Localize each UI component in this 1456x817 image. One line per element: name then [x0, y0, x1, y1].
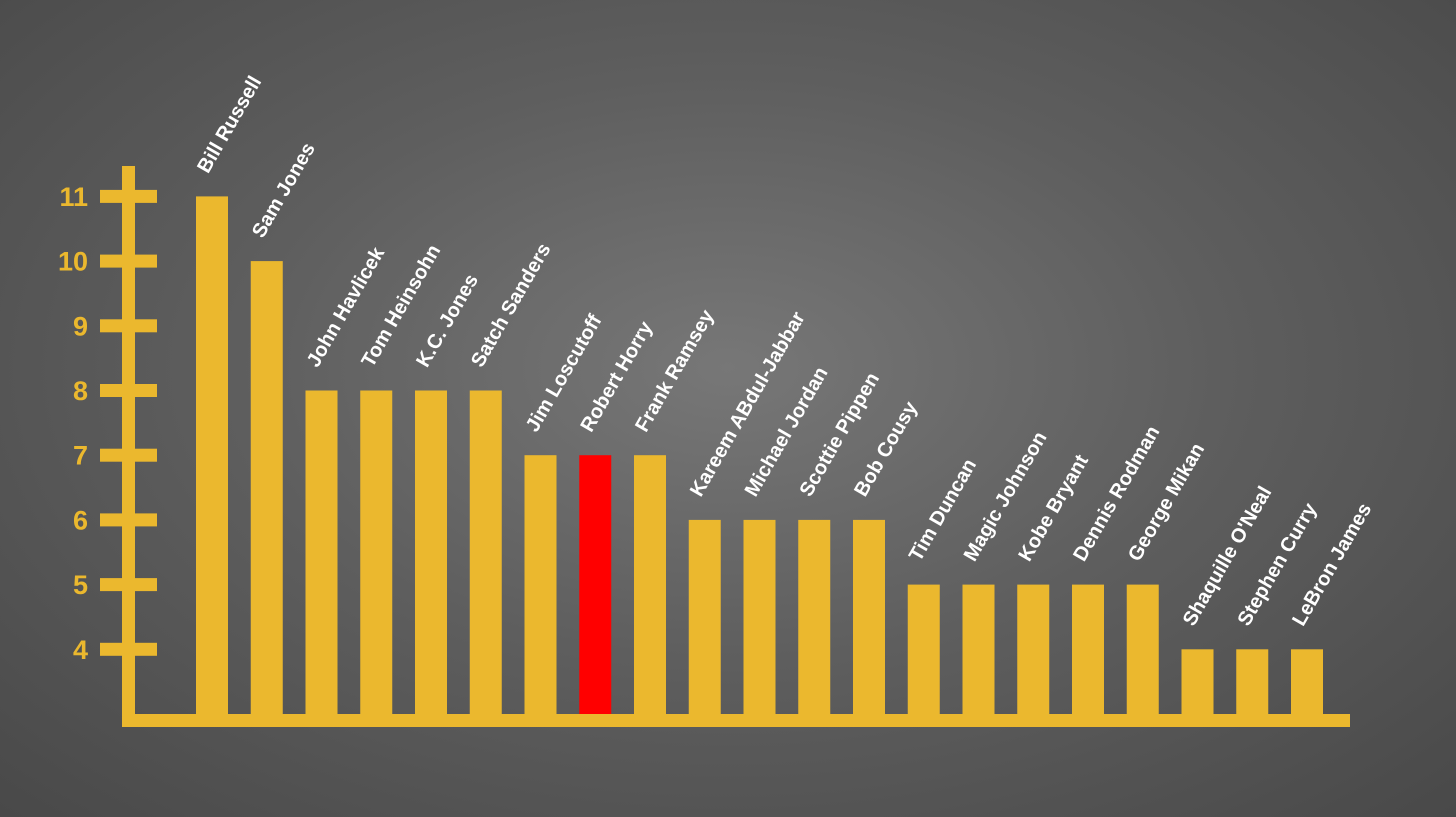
y-tick-mark	[100, 319, 157, 333]
x-axis-line	[122, 714, 1350, 727]
bar	[1236, 649, 1269, 714]
y-tick-mark	[100, 254, 157, 268]
y-tick-label: 5	[73, 570, 88, 600]
bar	[579, 455, 612, 714]
y-tick-mark	[100, 448, 157, 462]
y-tick-mark	[100, 513, 157, 527]
bar	[360, 390, 393, 714]
bars	[196, 196, 1323, 714]
bar	[1181, 649, 1214, 714]
bar	[1291, 649, 1323, 714]
y-tick-mark	[100, 642, 157, 656]
bar	[907, 584, 940, 714]
bar	[1072, 584, 1104, 714]
bar	[798, 519, 831, 714]
y-tick-label: 11	[59, 182, 88, 212]
bar	[196, 196, 228, 714]
bar	[962, 584, 995, 714]
y-tick-label: 9	[73, 311, 88, 341]
bar	[250, 261, 283, 714]
bar	[853, 519, 885, 714]
bar	[688, 519, 721, 714]
y-tick-label: 8	[73, 376, 88, 406]
category-label: Sam Jones	[248, 139, 320, 241]
bar	[1017, 584, 1050, 714]
bar	[743, 519, 776, 714]
y-tick-labels: 4 5 6 7 8 9 10 11	[58, 182, 88, 665]
y-tick-mark	[100, 384, 157, 397]
bar	[1126, 584, 1159, 714]
axes	[100, 166, 1350, 727]
y-tick-mark	[100, 578, 157, 592]
bar	[415, 390, 447, 714]
bar	[634, 455, 666, 714]
y-tick-label: 7	[73, 441, 88, 471]
y-tick-mark	[100, 189, 157, 203]
bar	[305, 390, 338, 714]
y-tick-label: 6	[73, 505, 88, 535]
bar	[524, 455, 557, 714]
category-label: Bill Russell	[193, 73, 266, 177]
y-tick-label: 4	[73, 635, 88, 665]
category-label: Satch Sanders	[467, 240, 556, 371]
y-tick-label: 10	[58, 247, 88, 277]
bar	[469, 390, 502, 714]
